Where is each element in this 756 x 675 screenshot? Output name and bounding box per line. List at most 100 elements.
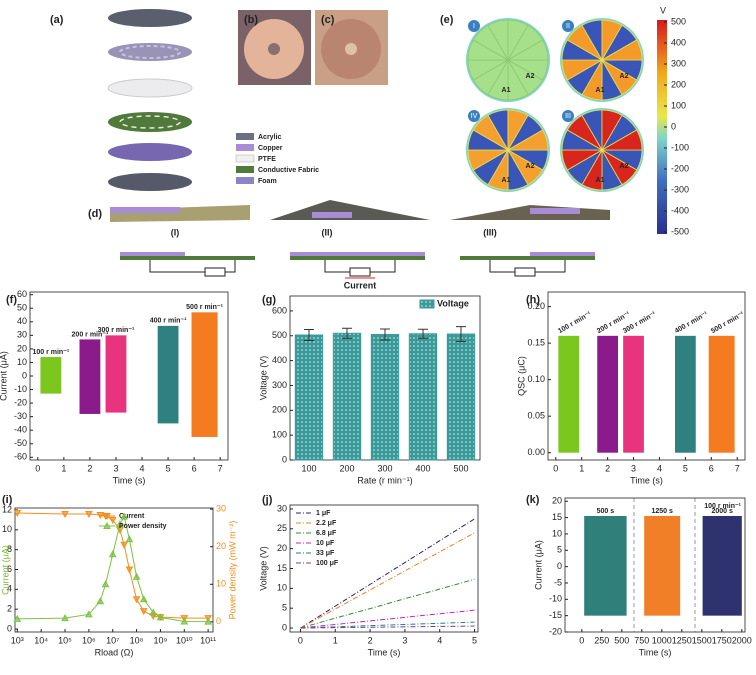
y-tick-label: 15 [552,512,562,522]
colorbar-label: 500 [671,16,686,26]
y-tick-label: 5 [282,603,287,613]
marker [13,614,22,622]
x-tick-label: 300 [377,463,392,473]
signal-envelope [105,335,127,413]
electrode-label: A1 [596,177,605,184]
panel-label: (f) [6,294,17,306]
circuit-wire [324,260,396,273]
colorbar-label: 100 [671,100,686,110]
signal-envelope [157,325,179,424]
x-tick-label: 10³ [11,635,24,645]
error-bar [304,329,314,341]
x-axis-label: Time (s) [639,647,672,657]
series-line [300,578,475,629]
y-tick-label: 600 [272,305,287,315]
disk-sector [506,129,549,151]
marker [96,597,105,605]
burst-label: 300 r min⁻¹ [98,327,135,334]
y2-tick-label: 30 [216,504,226,514]
electrode-label: A2 [526,163,535,170]
y-tick-label: 10 [2,524,12,534]
y-axis-label: Current (μA) [533,540,543,590]
plot-frame [564,497,746,633]
marker [132,572,141,580]
x-axis-label: Time (s) [113,475,146,485]
marker [139,595,148,603]
y-tick-label: 0 [282,454,287,464]
layer-pattern [119,45,181,59]
x-tick-label: 1 [333,635,338,645]
x-tick-label: 6 [709,463,714,473]
marker [96,511,105,519]
panel-label: (b) [244,14,258,26]
y-tick-label: 0.15 [527,338,545,348]
x-tick-label: 4 [140,463,145,473]
legend-label: 33 μF [316,550,335,557]
x-tick-label: 1750 [712,635,732,645]
signal-envelope [623,335,644,453]
x-tick-label: 10¹¹ [200,635,216,645]
panel-label: (g) [262,294,276,306]
marker [125,535,134,543]
y-tick-label: -30 [14,411,27,421]
layer [108,9,192,27]
legend-swatch [236,166,254,173]
y-tick-label: 400 [272,355,287,365]
marker [116,520,124,528]
error-bar [380,328,390,341]
series-line [300,621,475,629]
colorbar-label: -100 [671,142,689,152]
marker [149,608,158,616]
circuit-layer [290,252,425,256]
state-label: (III) [483,227,497,237]
annotation: 100 r min⁻¹ [704,503,741,510]
photo-disk-center [345,43,357,55]
state-label: I [473,23,475,30]
burst-label: 200 r min⁻¹ [72,331,109,338]
x-tick-label: 4 [657,463,662,473]
bar [408,333,438,461]
series-line [300,625,475,629]
x-tick-label: 200 [339,463,354,473]
legend-swatch [236,133,254,140]
panel-label: (e) [440,14,454,26]
y2-axis-label: Power density (mW m⁻²) [227,521,237,620]
state-label: (II) [322,227,333,237]
y-tick-label: 300 [272,380,287,390]
x-tick-label: 10⁵ [58,635,72,645]
circuit-wire [149,260,236,273]
x-tick-label: 1 [579,463,584,473]
plot-frame [547,291,746,461]
legend-label: Acrylic [258,134,281,141]
layer [108,173,192,191]
state-label: III [565,113,571,120]
y-axis-label: QSC (μC) [516,356,526,396]
x-tick-label: 3 [402,635,407,645]
state-badge [468,110,480,122]
bar [294,334,324,461]
marker [132,596,141,604]
layer [107,78,193,98]
burst-label: 1250 s [651,508,673,515]
bar [332,332,362,461]
y-tick-label: 40 [17,316,27,326]
y2-tick-label: 20 [216,541,226,551]
y-tick-label: 12 [2,504,12,514]
x-tick-label: 500 [614,635,629,645]
bar [446,333,476,461]
x-axis-label: Time (s) [630,475,663,485]
x-tick-label: 10⁶ [82,635,96,645]
circuit-layer [530,252,595,256]
x-tick-label: 2 [605,463,610,473]
circuit-wire [489,260,566,273]
electrode-label: A1 [596,87,605,94]
y-tick-label: 15 [277,563,287,573]
photo-disk-center [268,43,280,55]
panel-label: (c) [321,14,335,26]
signal-envelope [558,335,580,453]
y-axis-label: Voltage (V) [258,546,268,591]
marker [61,614,69,622]
y2-tick-label: 10 [216,579,226,589]
marker [125,566,134,574]
